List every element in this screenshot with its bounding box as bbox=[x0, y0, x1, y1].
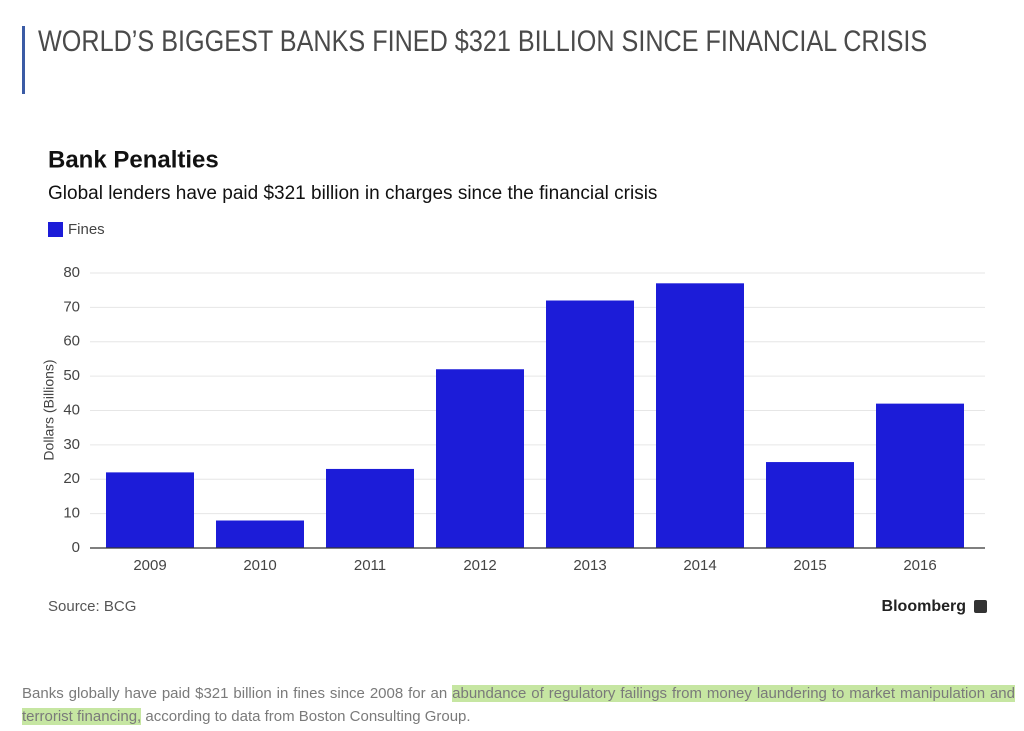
bar bbox=[326, 468, 414, 548]
x-tick-label: 2009 bbox=[133, 557, 166, 574]
legend-swatch bbox=[48, 222, 63, 237]
y-tick-label: 70 bbox=[63, 298, 80, 315]
bar bbox=[766, 462, 854, 548]
brand-logo bbox=[974, 600, 987, 613]
y-tick-label: 80 bbox=[63, 264, 80, 281]
brand: Bloomberg bbox=[882, 598, 966, 615]
x-tick-label: 2014 bbox=[683, 557, 716, 574]
x-tick-label: 2011 bbox=[354, 557, 386, 574]
legend-label: Fines bbox=[68, 221, 105, 238]
body-text: Banks globally have paid $321 billion in… bbox=[22, 685, 453, 702]
bar bbox=[656, 283, 744, 548]
bar bbox=[216, 520, 304, 548]
y-tick-label: 20 bbox=[63, 470, 80, 487]
x-tick-label: 2010 bbox=[243, 557, 276, 574]
bar bbox=[106, 472, 194, 548]
bar bbox=[436, 369, 524, 548]
headline-accent bbox=[22, 26, 25, 94]
y-tick-label: 50 bbox=[63, 367, 80, 384]
chart-title: Bank Penalties bbox=[48, 146, 219, 173]
y-tick-label: 10 bbox=[63, 505, 80, 522]
y-tick-label: 0 bbox=[72, 539, 80, 556]
x-tick-label: 2012 bbox=[463, 557, 496, 574]
headline: WORLD’S BIGGEST BANKS FINED $321 BILLION… bbox=[38, 25, 928, 58]
bar bbox=[546, 300, 634, 548]
article-body: Banks globally have paid $321 billion in… bbox=[22, 682, 1015, 728]
y-axis-label: Dollars (Billions) bbox=[41, 359, 57, 460]
x-tick-label: 2015 bbox=[793, 557, 826, 574]
body-text: according to data from Boston Consulting… bbox=[141, 708, 471, 725]
chart: Bank Penalties Global lenders have paid … bbox=[41, 146, 987, 615]
bar bbox=[876, 403, 964, 548]
y-tick-label: 40 bbox=[63, 401, 80, 418]
chart-subtitle: Global lenders have paid $321 billion in… bbox=[48, 183, 657, 204]
x-tick-label: 2013 bbox=[573, 557, 606, 574]
x-tick-label: 2016 bbox=[903, 557, 936, 574]
y-tick-label: 30 bbox=[63, 436, 80, 453]
source: Source: BCG bbox=[48, 598, 136, 615]
y-tick-label: 60 bbox=[63, 333, 80, 350]
